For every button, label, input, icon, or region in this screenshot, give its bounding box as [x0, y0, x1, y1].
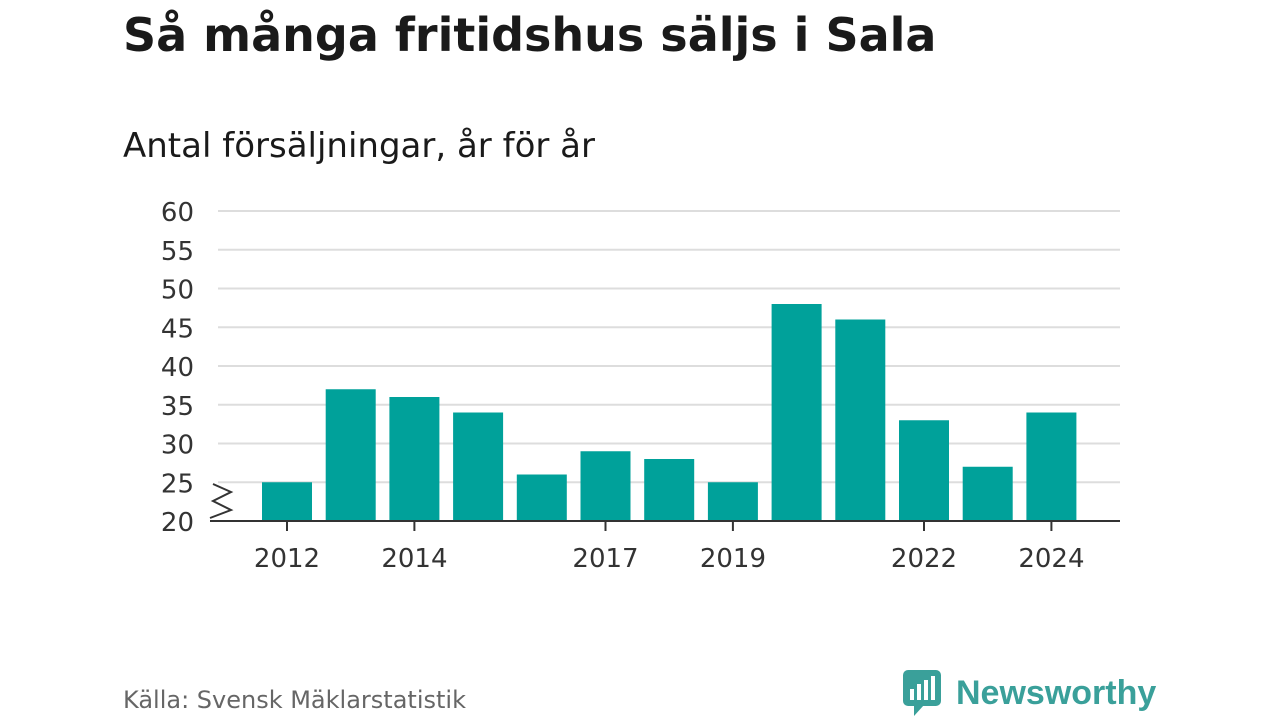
axis-break-zigzag: [209, 483, 236, 522]
bar-2013: [325, 389, 376, 521]
y-tick-label: 20: [161, 508, 194, 538]
bar-2024: [1026, 412, 1077, 521]
x-tick-label: 2014: [381, 544, 447, 574]
bar-2012: [262, 482, 312, 521]
bar-2023: [962, 466, 1013, 521]
x-tick-label: 2017: [572, 544, 638, 574]
y-tick-label: 25: [161, 469, 194, 499]
source-note: Källa: Svensk Mäklarstatistik: [123, 686, 466, 714]
x-tick-label: 2019: [700, 544, 766, 574]
bar-2022: [899, 420, 949, 521]
bars: [262, 304, 1077, 521]
bar-2014: [389, 397, 440, 521]
y-tick-label: 40: [161, 353, 194, 383]
bar-2019: [707, 482, 758, 521]
x-tick-label: 2012: [254, 544, 320, 574]
y-tick-label: 35: [161, 392, 194, 422]
brand-name: Newsworthy: [956, 673, 1157, 712]
y-tick-label: 55: [161, 237, 194, 267]
bar-2018: [644, 459, 695, 521]
bar-2015: [453, 412, 504, 521]
newsworthy-logo: Newsworthy: [902, 668, 1156, 718]
axes: [209, 483, 1120, 531]
bar-2020: [771, 304, 822, 521]
y-tick-label: 30: [161, 431, 194, 461]
y-tick-label: 60: [161, 198, 194, 228]
x-tick-label: 2024: [1018, 544, 1084, 574]
chart-subtitle: Antal försäljningar, år för år: [123, 126, 595, 166]
x-tick-label: 2022: [891, 544, 957, 574]
chart-bubble-icon: [903, 670, 941, 716]
chart-title: Så många fritidshus säljs i Sala: [123, 8, 937, 62]
tick-labels: 20 25 30 35 40 45 50 55 60 2012 2014 2017 2019 2022 20…: [161, 198, 1085, 574]
bar-2021: [835, 319, 886, 521]
grid-lines: [218, 210, 1120, 484]
y-tick-label: 45: [161, 314, 194, 344]
bar-2016: [516, 474, 567, 521]
bar-2017: [580, 451, 631, 521]
y-tick-label: 50: [161, 276, 194, 306]
